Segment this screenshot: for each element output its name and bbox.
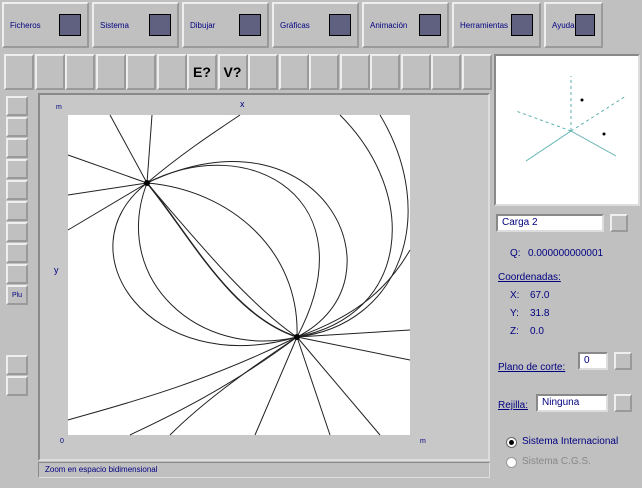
toolbar-button[interactable] [34,54,65,90]
grid-label: Rejilla: [498,400,529,411]
plane-input[interactable]: 0 [578,352,608,370]
tool-button[interactable] [6,222,28,242]
menu-button[interactable]: Herramientas [452,2,541,48]
x-label: X: [510,290,520,301]
plane-label: Plano de corte: [498,362,566,373]
axis [525,130,572,162]
menu-label: Dibujar [190,20,216,30]
unit-option[interactable]: Sistema C.G.S. [522,456,591,467]
menu-icon [419,14,441,36]
toolbar-button[interactable] [431,54,461,90]
toolbar-button[interactable] [370,54,400,90]
tool-button[interactable] [6,201,28,221]
toolbar-button[interactable] [156,54,187,90]
radio-selected[interactable] [506,437,517,448]
toolbar-button[interactable] [461,54,492,90]
coords-title: Coordenadas: [498,272,561,283]
y-axis-label: y [54,265,59,275]
menu-label: Sistema [100,20,129,30]
corner-label: 0 [60,438,64,445]
tool-button[interactable] [6,355,28,375]
dropdown-button[interactable] [610,214,628,232]
z-value: 0.0 [530,326,544,337]
menu-button[interactable]: Dibujar [182,2,269,48]
menu-button[interactable]: Gráficas [272,2,359,48]
menu-button[interactable]: Sistema [92,2,179,48]
charge-2 [294,334,300,340]
radio[interactable] [506,457,517,468]
plot-area [68,115,410,435]
field-plot: x y m m 0 [54,99,426,445]
toolbar-button[interactable] [126,54,156,90]
axis [515,110,572,132]
toolbar-button[interactable] [65,54,95,90]
3d-view [494,54,640,206]
tool-button[interactable] [6,243,28,263]
charge-point [602,132,606,136]
charge-select[interactable]: Carga 2 [496,214,604,232]
menu-button[interactable]: Animación [362,2,449,48]
toolbar-button[interactable] [95,54,126,90]
q-value: 0.000000000001 [528,248,604,259]
tool-button[interactable] [6,376,28,396]
charge-point [580,98,584,102]
spin-button[interactable] [614,352,632,370]
dropdown-button[interactable] [614,394,632,412]
menu-icon [329,14,351,36]
axis [570,95,627,132]
tool-button[interactable] [6,117,28,137]
menu-icon [239,14,261,36]
y-value: 31.8 [530,308,550,319]
toolbar-button[interactable] [278,54,309,90]
charge-1 [144,180,150,186]
tool-button[interactable] [6,159,28,179]
menu-label: Ayuda [552,20,575,30]
x-axis-label: x [240,99,245,109]
menu-label: Gráficas [280,20,310,30]
toolbar-button[interactable] [400,54,431,90]
tool-button[interactable] [6,264,28,284]
tool-button[interactable] [6,138,28,158]
toolbar-button[interactable]: V? [217,54,248,90]
menu-icon [511,14,533,36]
status-bar: Zoom en espacio bidimensional [38,462,490,478]
menu-button[interactable]: Ayuda [544,2,603,48]
menu-icon [574,14,595,36]
tool-button[interactable] [6,180,28,200]
toolbar-button[interactable] [309,54,339,90]
field-lines [67,114,411,436]
corner-label: m [56,104,62,111]
grid-select[interactable]: Ninguna [536,394,608,412]
axis [570,130,617,157]
toolbar-button[interactable] [4,54,34,90]
x-value: 67.0 [530,290,550,301]
y-label: Y: [510,308,519,319]
toolbar-button[interactable]: E? [187,54,217,90]
q-label: Q: [510,248,521,259]
unit-option[interactable]: Sistema Internacional [522,436,619,447]
toolbar-button[interactable] [248,54,278,90]
corner-label: m [420,438,426,445]
menu-icon [59,14,81,36]
tool-button[interactable]: Plu [6,285,28,305]
menu-button[interactable]: Ficheros [2,2,89,48]
tool-button[interactable] [6,96,28,116]
menu-label: Ficheros [10,20,41,30]
z-label: Z: [510,326,519,337]
menu-icon [149,14,171,36]
menu-label: Animación [370,20,408,30]
menu-label: Herramientas [460,20,509,30]
toolbar-button[interactable] [339,54,370,90]
